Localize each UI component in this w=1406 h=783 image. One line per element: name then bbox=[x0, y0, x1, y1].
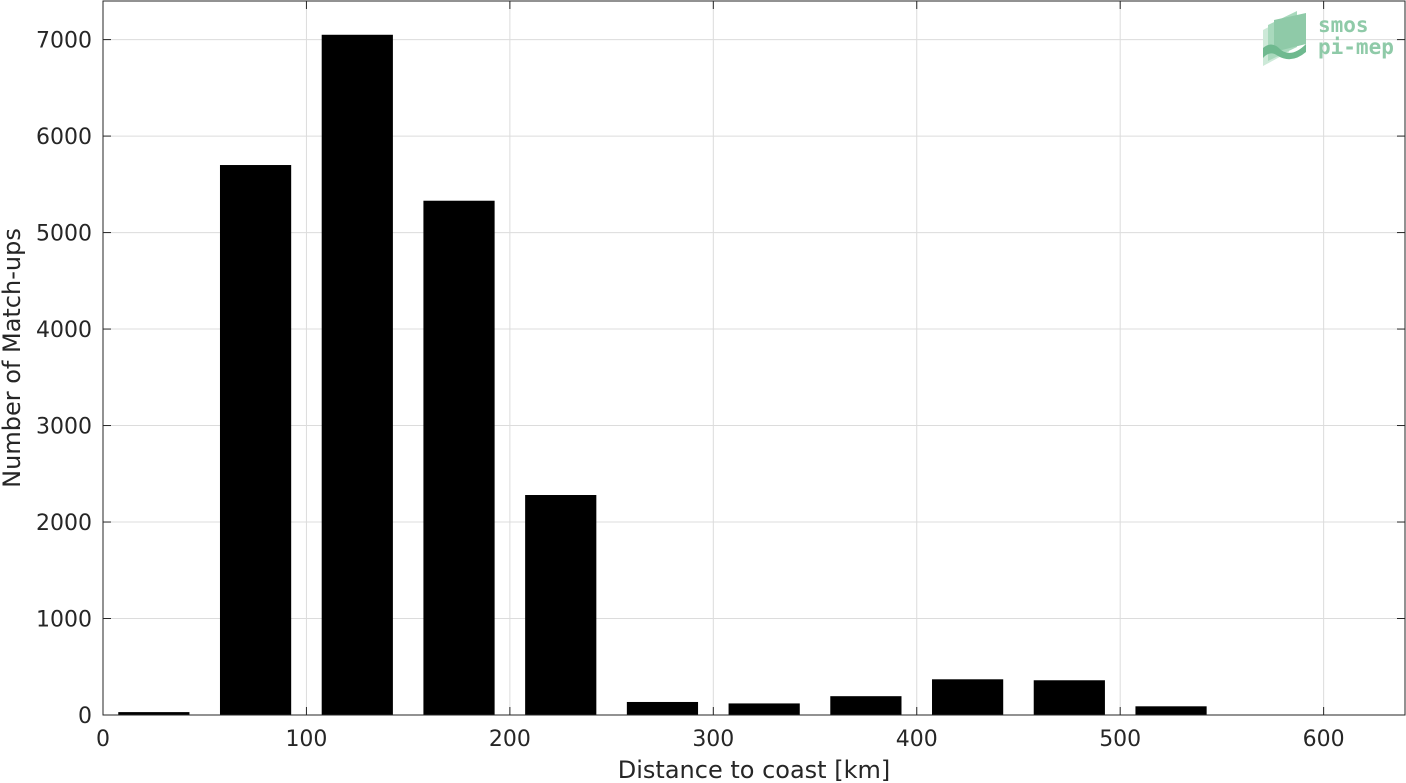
bars bbox=[118, 34, 1207, 716]
y-axis-ticks: 0 1000 2000 3000 4000 5000 6000 7000 bbox=[36, 29, 1405, 729]
grid-lines bbox=[103, 1, 1405, 715]
x-tick-label: 500 bbox=[1099, 727, 1141, 752]
logo-text-smos: smos bbox=[1318, 13, 1369, 37]
y-tick-label: 2000 bbox=[36, 511, 92, 536]
histogram-bar bbox=[1135, 706, 1207, 715]
y-tick-label: 5000 bbox=[36, 222, 92, 247]
x-axis-title: Distance to coast [km] bbox=[618, 756, 890, 783]
x-tick-label: 300 bbox=[692, 727, 734, 752]
x-tick-label: 400 bbox=[896, 727, 938, 752]
logo-layers-icon bbox=[1263, 11, 1306, 66]
x-tick-label: 0 bbox=[96, 727, 110, 752]
histogram-bar bbox=[728, 703, 800, 715]
y-tick-label: 7000 bbox=[36, 29, 92, 54]
y-axis-title: Number of Match-ups bbox=[0, 228, 26, 488]
histogram-bar bbox=[830, 696, 902, 715]
x-axis-ticks: 0 100 200 300 400 500 600 bbox=[96, 1, 1345, 752]
y-tick-label: 4000 bbox=[36, 318, 92, 343]
histogram-bar bbox=[219, 165, 292, 715]
logo-text-pi-mep: pi-mep bbox=[1318, 35, 1394, 59]
histogram-bar bbox=[932, 679, 1004, 715]
smos-pi-mep-logo: smos pi-mep bbox=[1263, 11, 1394, 66]
y-tick-label: 6000 bbox=[36, 125, 92, 150]
y-tick-label: 3000 bbox=[36, 415, 92, 440]
x-tick-label: 100 bbox=[285, 727, 327, 752]
histogram-bar bbox=[626, 701, 699, 715]
x-tick-label: 600 bbox=[1303, 727, 1345, 752]
y-tick-label: 1000 bbox=[36, 608, 92, 633]
histogram-bar bbox=[423, 200, 495, 715]
histogram-bar bbox=[1033, 680, 1105, 715]
histogram-bar bbox=[118, 712, 190, 715]
histogram-bar bbox=[525, 495, 597, 715]
plot-frame bbox=[102, 0, 1406, 716]
histogram-bar bbox=[321, 34, 393, 716]
y-tick-label: 0 bbox=[78, 704, 92, 729]
x-tick-label: 200 bbox=[489, 727, 531, 752]
